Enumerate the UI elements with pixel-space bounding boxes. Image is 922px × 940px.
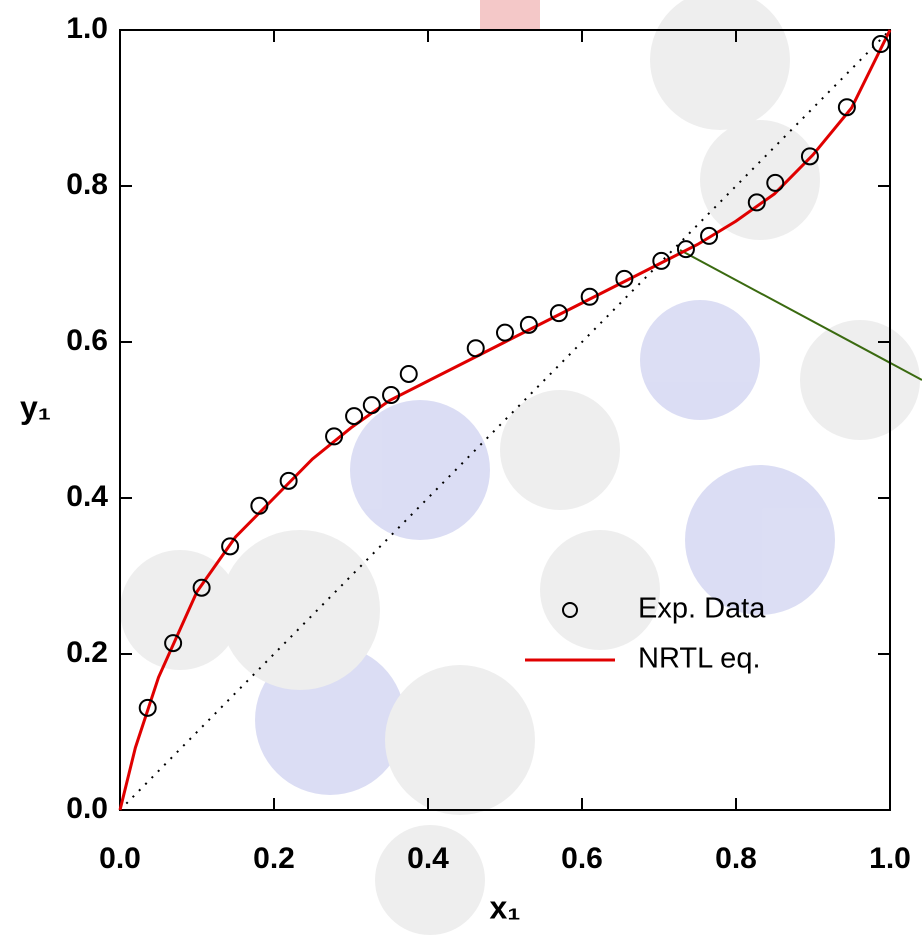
data-point <box>615 269 634 288</box>
data-point <box>766 173 785 192</box>
data-point <box>549 304 568 323</box>
fit-line <box>118 29 892 811</box>
y-tick-label: 0.6 <box>66 324 108 357</box>
data-point <box>519 315 538 334</box>
data-point <box>138 698 157 717</box>
legend-marker <box>562 602 578 618</box>
data-point <box>164 634 183 653</box>
data-point <box>382 386 401 405</box>
data-point <box>496 323 514 342</box>
data-point <box>325 427 344 446</box>
x-tick-label: 0.0 <box>99 842 141 875</box>
data-point <box>800 147 819 166</box>
y-tick-label: 0.2 <box>66 636 108 669</box>
y-tick-label: 0.8 <box>66 168 108 201</box>
data-point <box>676 240 695 259</box>
data-point <box>345 407 364 426</box>
legend-label: Exp. Data <box>638 593 766 625</box>
data-point <box>580 287 599 306</box>
pointer-line <box>679 249 922 381</box>
data-point <box>466 339 485 358</box>
y-tick-label: 0.0 <box>66 792 108 825</box>
data-point <box>279 471 298 490</box>
x-tick-label: 0.4 <box>407 842 449 875</box>
y-tick-label: 0.4 <box>66 480 108 513</box>
data-point <box>399 364 418 383</box>
x-tick-label: 1.0 <box>869 842 911 875</box>
x-tick-label: 0.2 <box>253 842 295 875</box>
data-point <box>250 496 269 515</box>
data-point <box>871 35 890 54</box>
data-point <box>221 537 240 556</box>
legend: Exp. Data NRTL eq. <box>525 593 766 675</box>
legend-label: NRTL eq. <box>638 643 761 675</box>
data-point <box>747 193 766 212</box>
background-decoration <box>120 0 920 935</box>
x-tick-label: 0.6 <box>561 842 603 875</box>
y-tick-label: 1.0 <box>66 12 108 45</box>
x-tick-label: 0.8 <box>715 842 757 875</box>
data-point <box>362 396 381 415</box>
data-point <box>652 251 671 270</box>
data-point <box>837 98 856 117</box>
x-axis-label: x₁ <box>489 889 520 925</box>
data-point <box>192 578 211 597</box>
y-axis-label: y₁ <box>20 389 51 425</box>
plot-frame <box>119 29 891 811</box>
data-point <box>700 226 719 245</box>
